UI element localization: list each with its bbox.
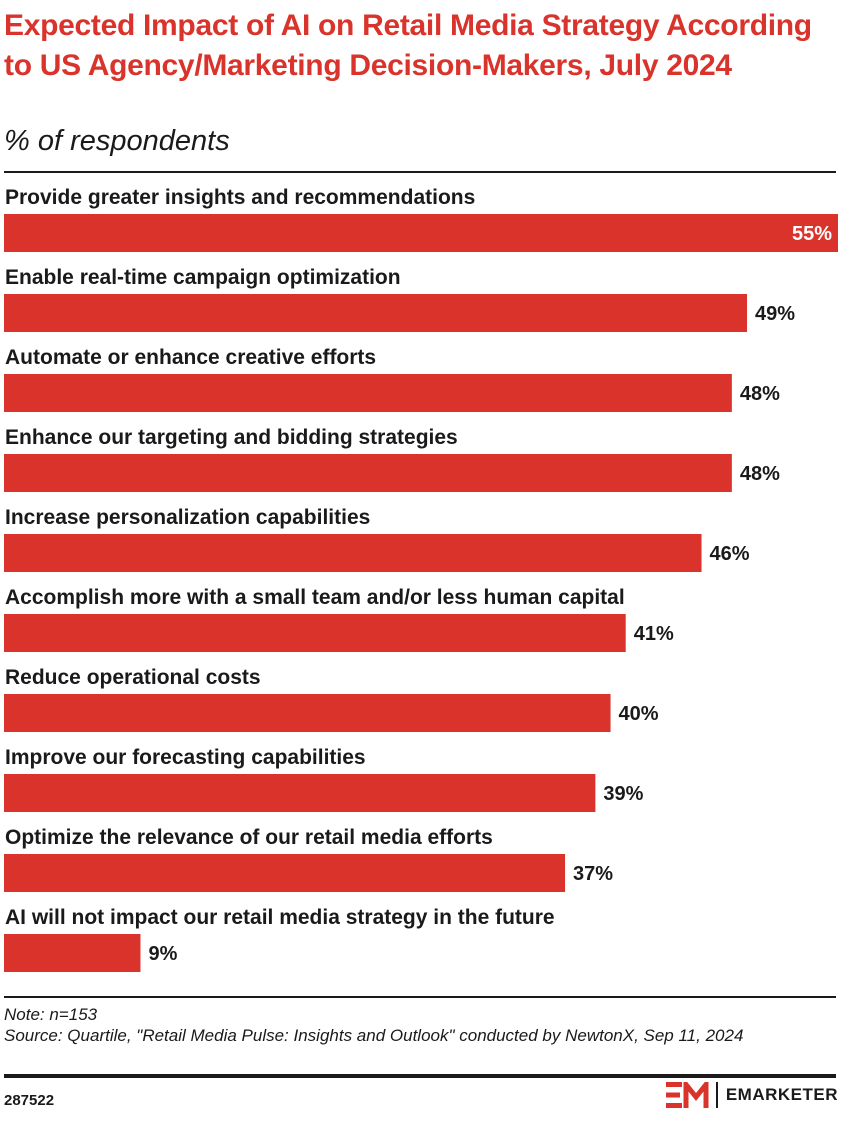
category-label: Accomplish more with a small team and/or… [5,586,625,609]
brand-divider [716,1082,718,1108]
footnote: Note: n=153 Source: Quartile, "Retail Me… [4,1004,840,1046]
value-label: 55% [792,223,832,245]
brand-name: EMARKETER [725,1085,838,1104]
value-label: 9% [148,943,177,965]
bar [4,614,626,652]
category-label: Improve our forecasting capabilities [5,746,366,769]
chart-subtitle: % of respondents [4,125,230,157]
bar-row: Enable real-time campaign optimization 49… [4,266,795,332]
value-label: 41% [634,623,674,645]
source-text: Source: Quartile, "Retail Media Pulse: I… [4,1026,744,1045]
category-label: Increase personalization capabilities [5,506,370,529]
chart-id: 287522 [4,1092,55,1109]
bar [4,934,141,972]
note-text: Note: n=153 [4,1005,98,1024]
bar-row: Provide greater insights and recommendat… [4,186,838,252]
bottom-rule [4,1074,836,1078]
value-label: 48% [740,383,780,405]
bar [4,454,732,492]
category-label: Enable real-time campaign optimization [5,266,401,289]
value-label: 39% [603,783,643,805]
bar [4,534,702,572]
category-label: Optimize the relevance of our retail med… [5,826,493,849]
bar [4,854,566,892]
value-label: 49% [755,303,795,325]
bar-row: Improve our forecasting capabilities 39% [4,746,644,812]
bar-row: Increase personalization capabilities 46% [4,506,750,572]
category-label: Provide greater insights and recommendat… [5,186,475,209]
category-label: Reduce operational costs [5,666,261,689]
emarketer-logo-icon [666,1082,709,1108]
value-label: 48% [740,463,780,485]
bar-row: AI will not impact our retail media stra… [4,906,555,972]
bar-row: Automate or enhance creative efforts 48% [4,346,780,412]
bar [4,694,611,732]
category-label: Automate or enhance creative efforts [5,346,376,369]
value-label: 46% [710,543,750,565]
bar [4,374,732,412]
category-label: Enhance our targeting and bidding strate… [5,426,458,449]
brand-logo: EMARKETER [666,1082,838,1108]
footer-divider [4,996,836,998]
bar [4,214,838,252]
bar-row: Reduce operational costs 40% [4,666,659,732]
category-label: AI will not impact our retail media stra… [5,906,555,929]
value-label: 40% [619,703,659,725]
bar-chart: Provide greater insights and recommendat… [4,186,838,972]
chart-title: Expected Impact of AI on Retail Media St… [4,9,812,82]
bar [4,294,748,332]
bar-row: Accomplish more with a small team and/or… [4,586,674,652]
value-label: 37% [573,863,613,885]
bar [4,774,596,812]
bar-row: Enhance our targeting and bidding strate… [4,426,780,492]
bar-row: Optimize the relevance of our retail med… [4,826,613,892]
header-divider [4,171,836,173]
